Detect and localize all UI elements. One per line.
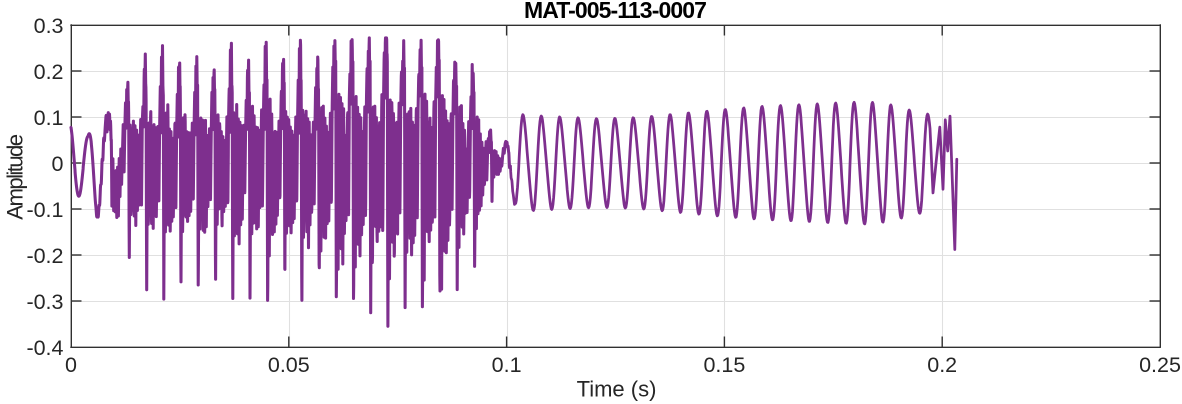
- svg-text:0.1: 0.1: [492, 353, 522, 377]
- svg-text:-0.4: -0.4: [26, 336, 63, 360]
- svg-text:0: 0: [52, 152, 64, 176]
- svg-text:0: 0: [65, 353, 77, 377]
- svg-text:MAT-005-113-0007: MAT-005-113-0007: [524, 0, 706, 23]
- svg-text:0.15: 0.15: [703, 353, 745, 377]
- svg-text:0.25: 0.25: [1139, 353, 1181, 377]
- svg-text:0.05: 0.05: [268, 353, 310, 377]
- svg-text:0.2: 0.2: [34, 60, 64, 84]
- svg-text:0.2: 0.2: [927, 353, 957, 377]
- svg-text:-0.2: -0.2: [26, 244, 63, 268]
- svg-text:0.3: 0.3: [34, 14, 64, 38]
- svg-text:Time (s): Time (s): [577, 377, 657, 402]
- svg-text:-0.1: -0.1: [26, 198, 63, 222]
- svg-text:Amplitude: Amplitude: [3, 134, 28, 220]
- svg-text:-0.3: -0.3: [26, 290, 63, 314]
- svg-text:0.1: 0.1: [34, 106, 64, 130]
